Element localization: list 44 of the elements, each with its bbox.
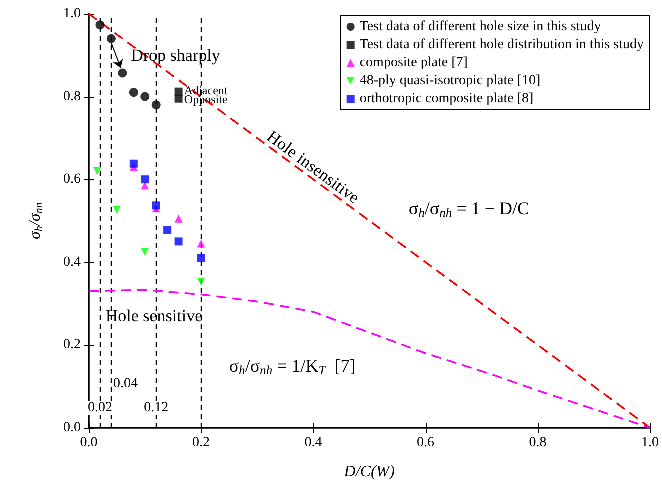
ref-line-label: 0.12 xyxy=(144,400,169,416)
point xyxy=(164,226,172,234)
x-tick-label: 0.0 xyxy=(80,436,98,450)
ref-line-label: 0.04 xyxy=(113,376,138,392)
point xyxy=(197,278,206,286)
x-tick-label: 0.8 xyxy=(529,436,547,450)
point xyxy=(197,254,206,262)
x-tick-label: 0.4 xyxy=(304,436,322,450)
point xyxy=(174,94,183,103)
legend-label: orthotropic composite plate [8] xyxy=(360,92,534,106)
legend-label: Test data of different hole size in this study xyxy=(360,20,602,34)
point xyxy=(174,238,183,246)
point xyxy=(93,167,102,176)
x-tick-label: 0.2 xyxy=(192,436,210,450)
point xyxy=(197,240,206,248)
annotation: Hole sensitive xyxy=(106,306,203,326)
point xyxy=(152,100,161,110)
y-tick-label: 0.6 xyxy=(64,172,81,188)
point xyxy=(129,88,138,98)
point xyxy=(130,160,138,168)
point xyxy=(140,92,150,102)
point xyxy=(141,182,150,190)
x-tick-label: 1.0 xyxy=(642,436,659,450)
y-tick-label: 0.2 xyxy=(64,338,81,353)
point xyxy=(96,20,105,30)
annotation: Drop sharply xyxy=(131,46,221,65)
legend-label: composite plate [7] xyxy=(360,56,468,70)
legend-label: 48-ply quasi-isotropic plate [10] xyxy=(360,74,541,88)
point xyxy=(141,176,150,184)
point xyxy=(152,202,160,210)
y-tick-label: 0.8 xyxy=(64,89,81,104)
y-tick-label: 0.0 xyxy=(64,420,81,436)
point xyxy=(141,248,150,256)
point xyxy=(118,68,128,78)
point xyxy=(106,34,116,44)
ref-line-label: 0.02 xyxy=(88,400,112,416)
y-tick-label: 1.0 xyxy=(64,6,81,22)
legend-label: Test data of different hole distribution in this study xyxy=(360,38,644,52)
y-axis-title: σh/σnn xyxy=(27,202,46,240)
point xyxy=(113,206,122,214)
point xyxy=(174,214,183,223)
x-axis-title: D/C(W) xyxy=(343,464,395,480)
y-tick-label: 0.4 xyxy=(64,254,81,270)
x-tick-label: 0.6 xyxy=(417,436,434,450)
